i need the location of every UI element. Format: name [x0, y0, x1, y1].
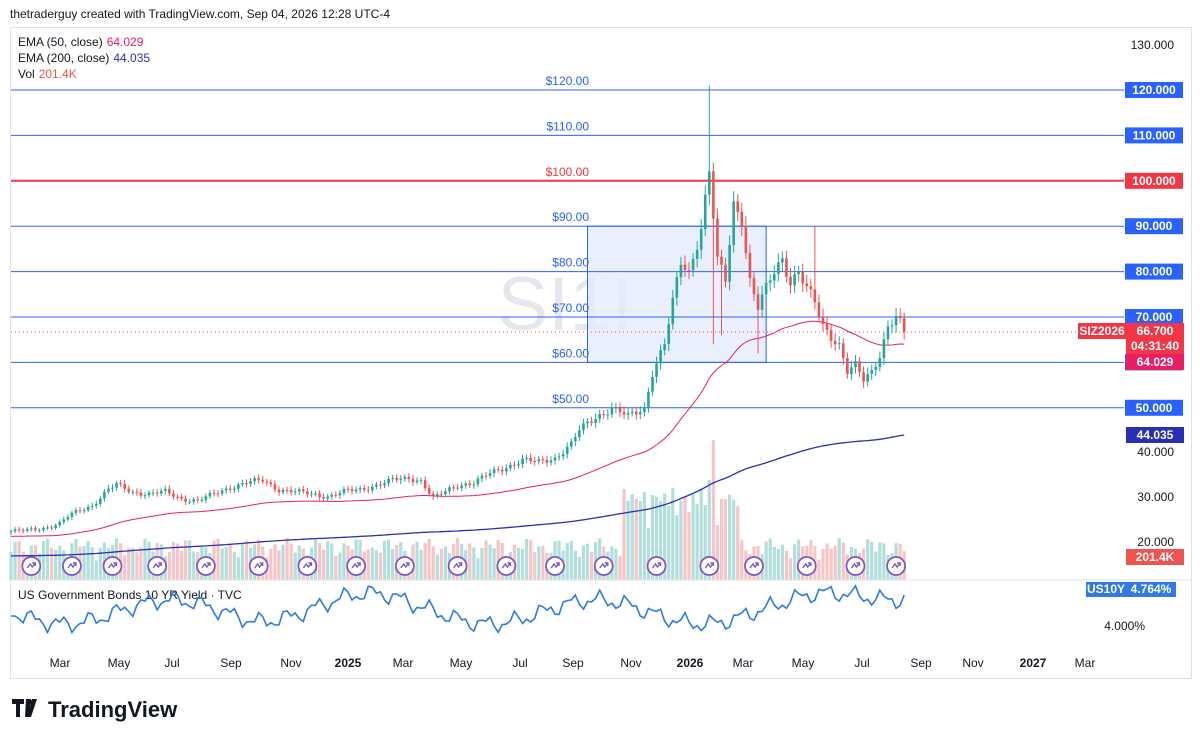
- lower-pane-title: US Government Bonds 10 YR Yield · TVC: [18, 588, 242, 602]
- chart-attribution: thetraderguy created with TradingView.co…: [10, 7, 390, 21]
- legend-volume-label: Vol: [18, 67, 35, 81]
- legend-ema200-value: 44.035: [113, 51, 151, 65]
- tradingview-logo-icon: [12, 697, 42, 723]
- legend-volume[interactable]: Vol 201.4K: [18, 66, 77, 82]
- legend-volume-value: 201.4K: [38, 67, 77, 81]
- legend-ema200[interactable]: EMA (200, close) 44.035: [18, 50, 150, 66]
- legend-ema50-label: EMA (50, close): [18, 35, 103, 49]
- legend-ema50[interactable]: EMA (50, close) 64.029: [18, 34, 143, 50]
- legend-ema50-value: 64.029: [106, 35, 144, 49]
- tradingview-logo[interactable]: TradingView: [12, 697, 177, 723]
- legend-ema200-label: EMA (200, close): [18, 51, 110, 65]
- chart-frame: [10, 27, 1192, 679]
- tradingview-brand: TradingView: [48, 697, 178, 722]
